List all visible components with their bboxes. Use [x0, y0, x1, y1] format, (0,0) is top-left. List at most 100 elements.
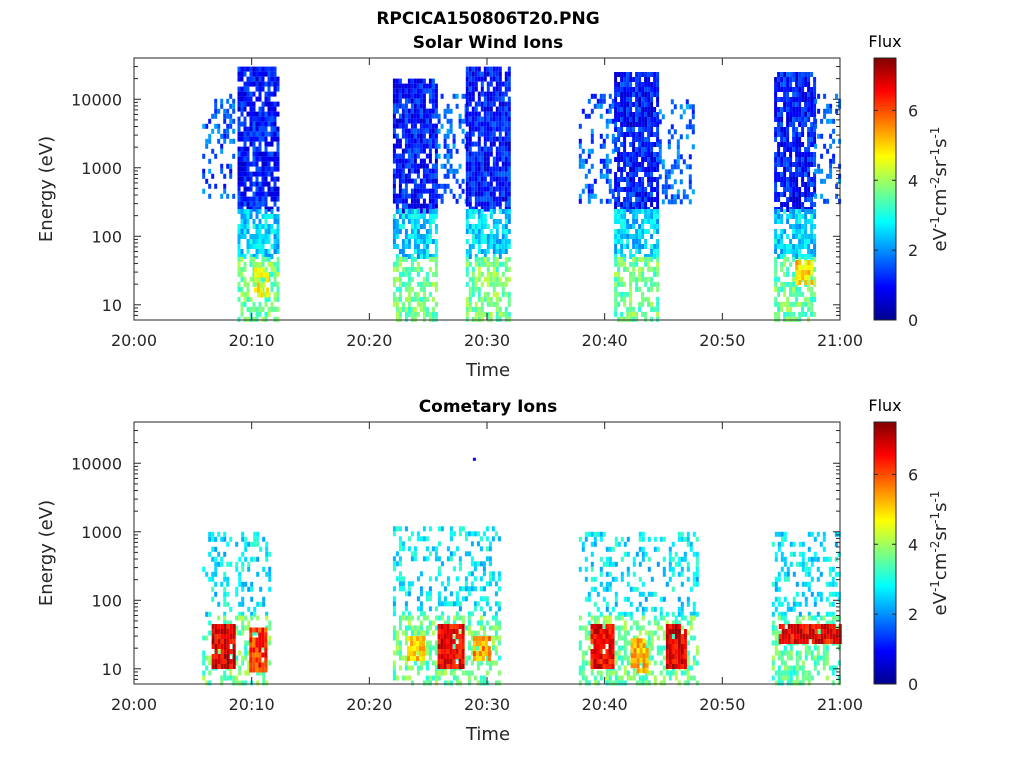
heatmap-cell: [398, 271, 402, 277]
heatmap-cell: [240, 91, 244, 97]
heatmap-cell: [477, 296, 481, 302]
heatmap-cell: [504, 146, 508, 152]
heatmap-cell: [264, 627, 268, 633]
heatmap-cell: [404, 239, 408, 244]
heatmap-cell: [783, 286, 787, 292]
heatmap-cell: [413, 123, 417, 129]
heatmap-cell: [665, 611, 669, 617]
heatmap-cell: [774, 286, 778, 292]
heatmap-cell: [593, 620, 597, 626]
heatmap-cell: [273, 261, 277, 267]
heatmap-cell: [630, 658, 634, 664]
heatmap-cell: [629, 142, 633, 147]
heatmap-cell: [656, 197, 660, 202]
heatmap-cell: [494, 615, 498, 621]
heatmap-cell: [267, 234, 271, 239]
heatmap-cell: [691, 129, 695, 135]
heatmap-cell: [241, 601, 245, 607]
heatmap-cell: [428, 316, 432, 322]
heatmap-cell: [246, 186, 250, 192]
heatmap-cell: [578, 645, 582, 651]
heatmap-cell: [465, 209, 469, 214]
heatmap-cell: [407, 546, 411, 552]
heatmap-cell: [395, 143, 399, 149]
heatmap-cell: [273, 76, 277, 82]
heatmap-cell: [804, 147, 808, 152]
heatmap-cell: [635, 102, 639, 107]
heatmap-cell: [817, 133, 821, 139]
heatmap-cell: [211, 629, 215, 634]
heatmap-cell: [662, 675, 666, 681]
heatmap-cell: [256, 670, 260, 676]
heatmap-cell: [602, 620, 606, 626]
heatmap-cell: [443, 639, 447, 644]
heatmap-cell: [261, 191, 265, 197]
heatmap-cell: [650, 122, 654, 127]
heatmap-cell: [774, 311, 778, 317]
heatmap-cell: [211, 659, 215, 664]
heatmap-cell: [653, 167, 657, 172]
heatmap-cell: [632, 311, 636, 317]
heatmap-cell: [584, 536, 588, 542]
heatmap-cell: [237, 249, 241, 254]
heatmap-cell: [623, 625, 627, 631]
y-tick-label: 1000: [81, 159, 122, 178]
heatmap-cell: [220, 629, 224, 634]
heatmap-cell: [237, 116, 241, 122]
heatmap-cell: [428, 596, 432, 602]
heatmap-cell: [398, 123, 402, 129]
heatmap-cell: [398, 306, 402, 312]
heatmap-cell: [686, 576, 690, 582]
heatmap-cell: [629, 152, 633, 157]
heatmap-cell: [495, 271, 499, 277]
heatmap-cell: [798, 157, 802, 162]
heatmap-cell: [632, 620, 636, 626]
heatmap-cell: [401, 239, 405, 244]
heatmap-cell: [777, 197, 781, 202]
heatmap-cell: [229, 118, 233, 124]
heatmap-cell: [662, 571, 666, 577]
heatmap-cell: [243, 81, 247, 87]
heatmap-cell: [599, 629, 603, 634]
heatmap-cell: [431, 163, 435, 169]
heatmap-cell: [253, 611, 257, 617]
x-tick-label: 20:10: [229, 331, 275, 350]
heatmap-cell: [641, 127, 645, 132]
heatmap-cell: [662, 536, 666, 542]
heatmap-cell: [483, 206, 487, 212]
heatmap-cell: [795, 291, 799, 297]
heatmap-cell: [214, 123, 218, 129]
heatmap-cell: [584, 183, 588, 189]
heatmap-cell: [504, 244, 508, 249]
heatmap-cell: [468, 161, 472, 167]
heatmap-cell: [223, 118, 227, 124]
heatmap-cell: [783, 167, 787, 172]
heatmap-cell: [404, 625, 408, 631]
heatmap-cell: [226, 561, 230, 567]
heatmap-cell: [656, 266, 660, 272]
heatmap-cell: [661, 159, 665, 165]
heatmap-cell: [413, 244, 417, 249]
heatmap-cell: [265, 680, 269, 686]
heatmap-cell: [267, 96, 271, 102]
heatmap-cell: [404, 93, 408, 99]
heatmap-cell: [495, 176, 499, 182]
heatmap-cell: [593, 103, 597, 109]
heatmap-cell: [267, 71, 271, 77]
heatmap-cell: [474, 66, 478, 72]
heatmap-cell: [437, 649, 441, 654]
heatmap-cell: [276, 266, 280, 272]
heatmap-cell: [431, 108, 435, 114]
heatmap-cell: [477, 316, 481, 322]
heatmap-cell: [217, 624, 221, 629]
heatmap-cell: [596, 531, 600, 537]
heatmap-cell: [223, 675, 227, 681]
heatmap-cell: [629, 122, 633, 127]
heatmap-cell: [434, 158, 438, 164]
heatmap-cell: [792, 291, 796, 297]
heatmap-cell: [425, 281, 429, 287]
heatmap-cell: [458, 606, 462, 612]
heatmap-cell: [602, 93, 606, 99]
heatmap-cell: [232, 649, 236, 654]
heatmap-cell: [620, 219, 624, 224]
